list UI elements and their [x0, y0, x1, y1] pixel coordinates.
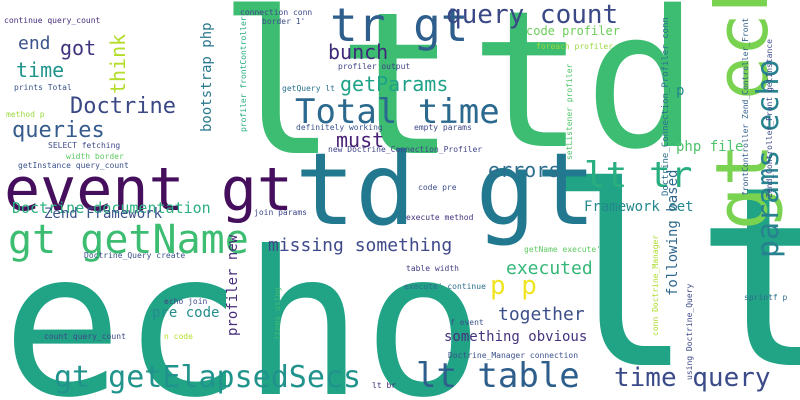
word: end [18, 33, 51, 54]
word: Doctrine_Connection_Profiler conn [661, 17, 671, 196]
word: lt br [372, 381, 397, 390]
word: table width [406, 264, 459, 273]
word: getParams [340, 72, 449, 96]
word: border 1' [262, 17, 306, 26]
word: profiler output [338, 62, 411, 71]
word: errors [488, 158, 561, 182]
word: must [336, 128, 385, 152]
word: method p [6, 110, 45, 119]
word: bootstrap php [199, 22, 215, 132]
word: getName execute' [524, 245, 602, 254]
word: n code [164, 332, 193, 341]
word: Zend_Controller_Front getInstance [765, 39, 774, 198]
word: sprintf p [744, 293, 788, 302]
word: got [60, 36, 97, 60]
word: echo join [164, 297, 208, 306]
word: frontController Zend_Controller_Front [741, 17, 750, 196]
word: profiler frontController [239, 16, 248, 132]
word: tr gt [330, 0, 469, 52]
word: event gt [4, 155, 293, 225]
word: missing something [268, 235, 453, 256]
word: connection conn [240, 8, 313, 17]
word: getQuery lt [282, 84, 335, 93]
word: f event [450, 318, 484, 327]
word: join params [254, 208, 307, 217]
word: queries [12, 118, 105, 143]
word: gt getName [8, 217, 249, 263]
word: Zend Framework [44, 206, 163, 222]
word: definitely working [296, 123, 383, 132]
word: getInstance query_count [18, 161, 129, 170]
word: execute method [406, 213, 474, 222]
word: code pre [418, 183, 457, 192]
word: empty params [414, 123, 472, 132]
word: together [498, 304, 585, 325]
word: query count [446, 0, 619, 30]
word: lt [544, 133, 800, 400]
word: conn Doctrine_Manager [651, 234, 660, 336]
word: lt [218, 0, 457, 200]
word: Doctrine_Manager connection [448, 351, 579, 360]
word: p p [490, 271, 537, 301]
word: lt table [416, 356, 580, 396]
word: echo [2, 209, 484, 400]
word: using Doctrine_Query [685, 283, 694, 380]
word: Doctrine documentation [12, 199, 211, 217]
word: executed [506, 258, 593, 279]
word: prints Total [14, 83, 72, 92]
word: gt getElapsedSecs [54, 360, 362, 395]
word: new Doctrine_Connection_Profiler [328, 145, 483, 154]
word: execute' continue [404, 282, 486, 291]
word: profiler new [225, 234, 241, 336]
word: continue query_count [4, 16, 101, 25]
word: php file [676, 139, 744, 155]
word: code profiler [526, 24, 620, 38]
word: count query_count [44, 332, 126, 341]
word: Framework set [584, 199, 694, 215]
word: something obvious [444, 329, 588, 345]
word: Doctrine [70, 94, 176, 119]
word: p [676, 83, 685, 99]
word: setListener profiler [565, 63, 574, 160]
word: pre code [152, 305, 220, 321]
word: time [16, 58, 65, 82]
word: width border [66, 152, 124, 161]
word: bunch [328, 40, 389, 64]
word: SELECT fetching [48, 141, 121, 150]
word: Doctrine_Query create [84, 251, 186, 260]
word: items using [273, 287, 282, 340]
word: lt tr [584, 155, 693, 196]
word: td gt [295, 131, 597, 248]
word: foreach profiler [536, 42, 614, 51]
word: think [106, 33, 130, 94]
word: time query [614, 363, 771, 393]
word: td [470, 0, 699, 191]
word: Total time [295, 92, 500, 132]
